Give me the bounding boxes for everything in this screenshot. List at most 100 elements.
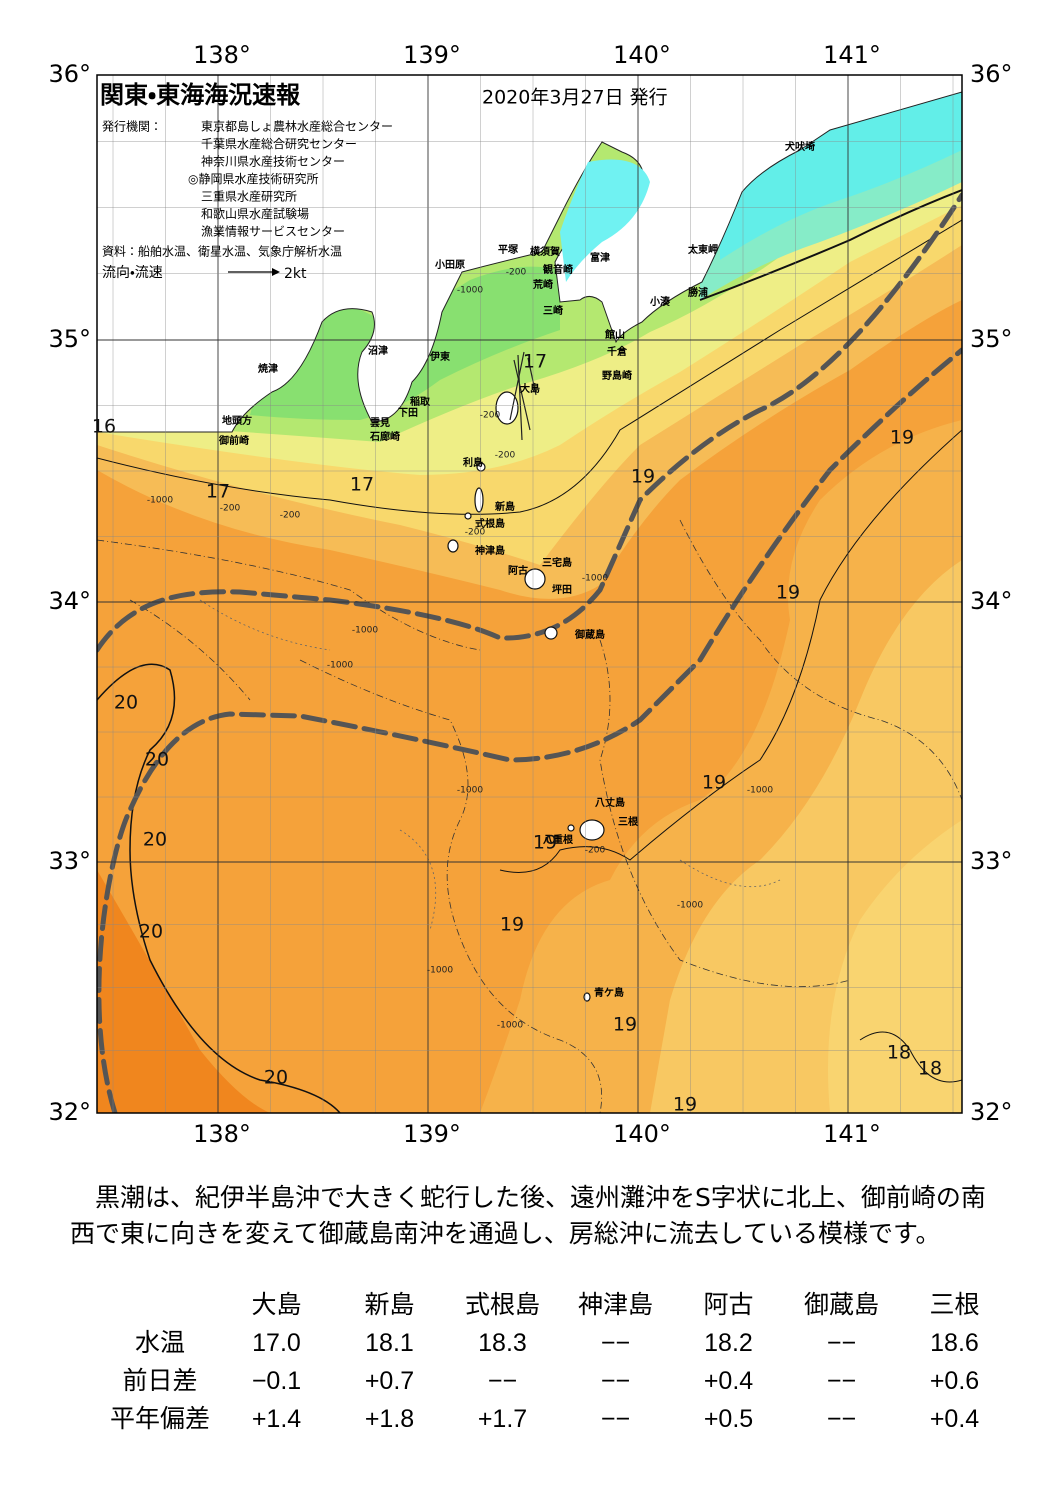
place-name: 利島 <box>463 456 483 469</box>
publisher: 神奈川県水産技術センター <box>201 154 345 169</box>
table-cell: 18.3 <box>478 1329 527 1357</box>
temperature-label: 20 <box>139 921 163 943</box>
depth-label: -200 <box>585 846 606 856</box>
depth-label: -200 <box>506 268 527 278</box>
place-name: 阿古 <box>508 564 528 577</box>
legend-label: 流向・流速 <box>102 265 163 281</box>
temperature-label: 19 <box>776 582 800 604</box>
table-cell: 18.6 <box>930 1329 979 1357</box>
column-header: 大島 <box>251 1290 302 1319</box>
table-cell: +1.7 <box>477 1405 528 1433</box>
lon-tick-label: 138° <box>193 41 251 69</box>
table-cell: +0.5 <box>703 1405 754 1433</box>
row-label: 水温 <box>134 1328 185 1357</box>
place-name: 大島 <box>520 382 540 395</box>
table-cell: −− <box>600 1367 631 1395</box>
table-cell: +0.4 <box>929 1405 980 1433</box>
depth-label: -1000 <box>352 626 378 636</box>
current-vectors <box>509 351 537 441</box>
depth-label: -1000 <box>147 496 173 506</box>
place-name: 横須賀 <box>530 245 560 258</box>
place-name: 神津島 <box>474 544 505 557</box>
table-cell: +0.4 <box>703 1367 754 1395</box>
description: 黒潮は、紀伊半島沖で大きく蛇行した後、遠州灘沖をS字状に北上、御前崎の南西で東に… <box>70 1183 986 1248</box>
temperature-label: 19 <box>673 1094 697 1116</box>
temperature-label: 18 <box>918 1058 942 1080</box>
lat-tick-label: 36° <box>970 60 1013 88</box>
legend-speed: 2kt <box>284 266 307 282</box>
place-name: 三崎 <box>543 304 563 317</box>
table-cell: +0.6 <box>929 1367 980 1395</box>
temperature-label: 19 <box>890 427 914 449</box>
temperature-label: 19 <box>533 832 557 854</box>
place-name: 館山 <box>604 328 625 341</box>
lon-tick-label: 139° <box>403 1120 461 1148</box>
place-name: 坪田 <box>552 583 572 596</box>
temperature-label: 19 <box>631 466 655 488</box>
place-name: 富津 <box>590 251 610 264</box>
temperature-label: 20 <box>143 829 167 851</box>
temperature-label: 17 <box>523 351 547 373</box>
place-name: 御前崎 <box>218 434 249 447</box>
column-header: 式根島 <box>464 1290 540 1319</box>
temperature-label: 20 <box>145 749 169 771</box>
temperature-label: 19 <box>613 1014 637 1036</box>
lon-tick-label: 139° <box>403 41 461 69</box>
table-cell: −− <box>826 1329 857 1357</box>
place-name: 石廊崎 <box>369 430 400 443</box>
title: 関東・東海海況速報 <box>100 81 301 109</box>
place-name: 千倉 <box>607 345 628 358</box>
temperature-label: 16 <box>92 416 116 438</box>
place-name: 三根 <box>618 815 639 828</box>
lat-tick-label: 32° <box>48 1098 91 1126</box>
table-cell: −− <box>826 1367 857 1395</box>
sea-temperature <box>97 75 962 1113</box>
table-cell: −− <box>600 1329 631 1357</box>
place-name: 雲見 <box>370 417 390 429</box>
place-name: 地頭方 <box>222 414 252 427</box>
place-name: 稲取 <box>410 395 431 408</box>
islands <box>447 391 605 1002</box>
place-name: 下田 <box>398 407 418 419</box>
depth-label: -1000 <box>497 1021 523 1031</box>
temperature-label: 20 <box>114 692 138 714</box>
place-name: 野島崎 <box>602 369 632 382</box>
kuroshio-axis <box>97 192 962 1113</box>
place-name: 式根島 <box>475 517 505 530</box>
place-name: 三宅島 <box>542 556 572 569</box>
place-name: 八丈島 <box>595 796 625 809</box>
issue-date: 2020年3月27日 発行 <box>482 87 668 109</box>
depth-label: -1000 <box>747 786 773 796</box>
table: 大島 新島 式根島 神津島 阿古 御蔵島 三根 水温 17.0 18.1 18.3 −− 18.2 −− 1… <box>100 1287 1011 1437</box>
lon-tick-label: 138° <box>193 1120 251 1148</box>
place-name: 太東岬 <box>687 243 718 256</box>
table-cell: +1.8 <box>364 1405 415 1433</box>
map-frame <box>96 74 963 1114</box>
table-cell: 18.1 <box>365 1329 414 1357</box>
depth-label: -1000 <box>582 574 608 584</box>
depth-label: -200 <box>280 511 301 521</box>
table-cell: 17.0 <box>252 1329 301 1357</box>
grid <box>97 75 962 1113</box>
row-label: 前日差 <box>122 1366 198 1395</box>
place-name: 新島 <box>494 500 515 513</box>
depth-label: -200 <box>220 504 241 514</box>
place-name: 御蔵島 <box>574 628 605 641</box>
map: 関東・東海海況速報 2020年3月27日 発行 発行機関： 東京都島しょ農林水産… <box>48 41 1013 1148</box>
place-name: 勝浦 <box>688 286 708 299</box>
place-name: 観音崎 <box>543 263 573 276</box>
table-cell: +0.7 <box>364 1367 415 1395</box>
temperature-label: 17 <box>350 474 374 496</box>
place-name: 平塚 <box>498 243 519 256</box>
legend-arrowhead <box>272 268 280 276</box>
place-name: 伊東 <box>429 350 450 363</box>
lon-tick-label: 140° <box>613 1120 671 1148</box>
lon-tick-label: 141° <box>823 1120 881 1148</box>
place-name: 荒崎 <box>532 278 553 291</box>
lat-tick-label: 33° <box>970 847 1013 875</box>
temperature-label: 19 <box>702 772 726 794</box>
column-header: 阿古 <box>703 1290 754 1319</box>
column-header: 神津島 <box>577 1290 653 1319</box>
table-cell: −− <box>487 1367 518 1395</box>
